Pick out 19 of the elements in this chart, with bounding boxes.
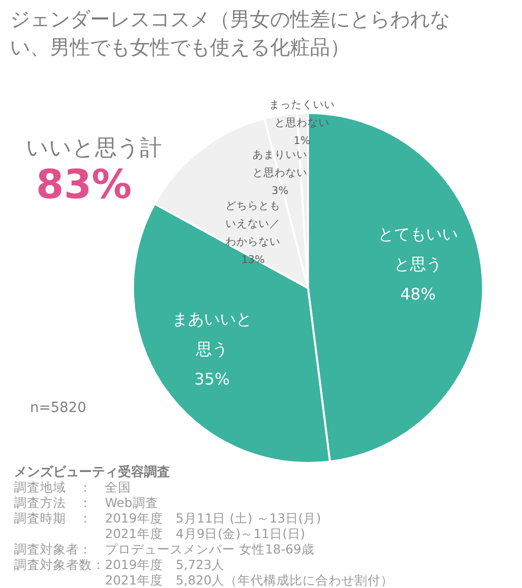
text: メンズビューティ受容調査 bbox=[14, 464, 170, 480]
data-label: 3% bbox=[272, 184, 288, 197]
text: 調査対象者数：2019年度 5,723人 bbox=[14, 557, 225, 572]
text: 2021年度 4月9日(金)～11日(日) bbox=[14, 526, 306, 541]
text: 2021年度 5,820人（年代構成比に合わせ割付） bbox=[14, 572, 394, 588]
text: 調査方法 ： Web調査 bbox=[14, 495, 158, 510]
text: 調査時期 ： 2019年度 5月11日 (土) ～13日(月) bbox=[14, 510, 322, 526]
data-label: 35% bbox=[194, 369, 230, 388]
slice-label: どちらともいえない／わからない bbox=[226, 200, 280, 248]
text: n=5820 bbox=[30, 400, 86, 416]
text: 83% bbox=[36, 162, 132, 208]
data-label: 48% bbox=[400, 284, 436, 304]
slice-label: あまりいいと思わない bbox=[252, 148, 308, 179]
text: いいと思う計 bbox=[26, 136, 162, 161]
slice-label: とてもいいと思う bbox=[378, 224, 458, 274]
slice-label: まあいいと思う bbox=[172, 309, 252, 358]
chart-title: ジェンダーレスコスメ（男女の性差にとらわれない、男性でも女性でも使える化粧品） bbox=[10, 7, 450, 59]
text: 調査地域 ： 全国 bbox=[14, 480, 131, 494]
text: 調査対象者： プロデュースメンバー 女性18-69歳 bbox=[14, 542, 314, 556]
